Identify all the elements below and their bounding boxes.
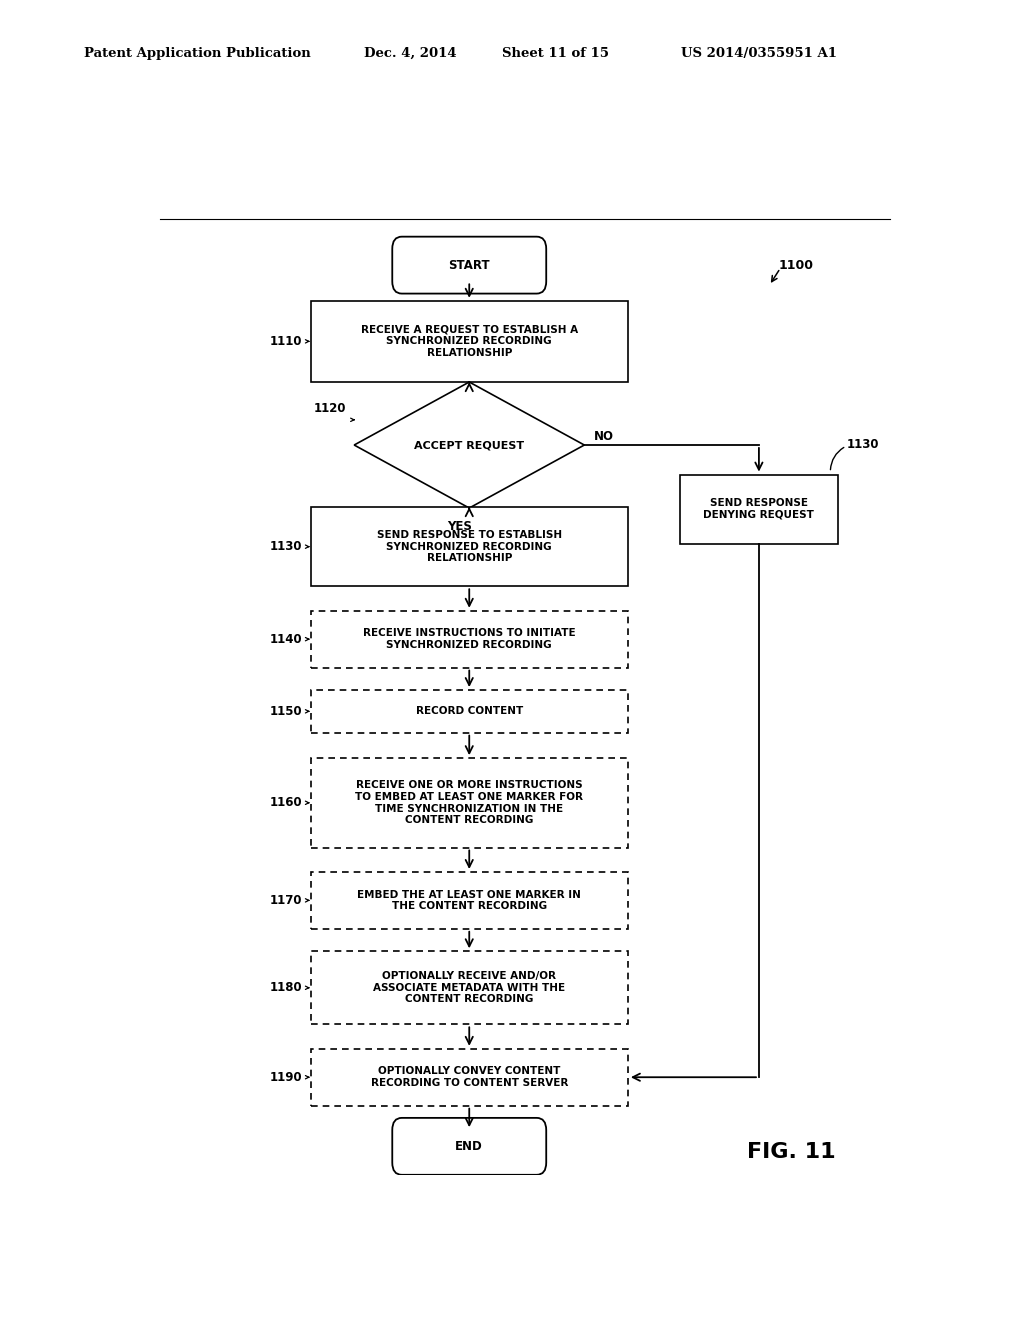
- Text: RECORD CONTENT: RECORD CONTENT: [416, 706, 523, 717]
- Text: END: END: [456, 1140, 483, 1152]
- Text: NO: NO: [594, 430, 613, 444]
- Text: RECEIVE A REQUEST TO ESTABLISH A
SYNCHRONIZED RECORDING
RELATIONSHIP: RECEIVE A REQUEST TO ESTABLISH A SYNCHRO…: [360, 325, 578, 358]
- Text: 1170: 1170: [270, 894, 303, 907]
- Text: OPTIONALLY CONVEY CONTENT
RECORDING TO CONTENT SERVER: OPTIONALLY CONVEY CONTENT RECORDING TO C…: [371, 1067, 568, 1088]
- Text: Dec. 4, 2014: Dec. 4, 2014: [364, 46, 456, 59]
- FancyBboxPatch shape: [310, 1049, 628, 1106]
- Text: Patent Application Publication: Patent Application Publication: [84, 46, 310, 59]
- Text: 1130: 1130: [846, 437, 879, 450]
- Text: 1110: 1110: [270, 335, 303, 348]
- Text: SEND RESPONSE
DENYING REQUEST: SEND RESPONSE DENYING REQUEST: [703, 498, 814, 520]
- Text: RECEIVE INSTRUCTIONS TO INITIATE
SYNCHRONIZED RECORDING: RECEIVE INSTRUCTIONS TO INITIATE SYNCHRO…: [362, 628, 575, 649]
- Text: Sheet 11 of 15: Sheet 11 of 15: [502, 46, 608, 59]
- FancyBboxPatch shape: [310, 690, 628, 733]
- FancyBboxPatch shape: [310, 301, 628, 381]
- FancyBboxPatch shape: [310, 873, 628, 929]
- Text: 1180: 1180: [270, 981, 303, 994]
- Text: ACCEPT REQUEST: ACCEPT REQUEST: [414, 440, 524, 450]
- Text: US 2014/0355951 A1: US 2014/0355951 A1: [681, 46, 837, 59]
- Text: SEND RESPONSE TO ESTABLISH
SYNCHRONIZED RECORDING
RELATIONSHIP: SEND RESPONSE TO ESTABLISH SYNCHRONIZED …: [377, 531, 562, 564]
- Text: OPTIONALLY RECEIVE AND/OR
ASSOCIATE METADATA WITH THE
CONTENT RECORDING: OPTIONALLY RECEIVE AND/OR ASSOCIATE META…: [373, 972, 565, 1005]
- FancyBboxPatch shape: [392, 1118, 546, 1175]
- Text: 1120: 1120: [313, 401, 346, 414]
- FancyBboxPatch shape: [680, 474, 839, 544]
- Text: 1190: 1190: [270, 1071, 303, 1084]
- Text: YES: YES: [447, 520, 472, 533]
- Text: FIG. 11: FIG. 11: [748, 1142, 836, 1163]
- Text: 1160: 1160: [270, 796, 303, 809]
- Text: EMBED THE AT LEAST ONE MARKER IN
THE CONTENT RECORDING: EMBED THE AT LEAST ONE MARKER IN THE CON…: [357, 890, 582, 911]
- Polygon shape: [354, 381, 585, 508]
- FancyBboxPatch shape: [310, 611, 628, 668]
- Text: START: START: [449, 259, 490, 272]
- Text: 1150: 1150: [270, 705, 303, 718]
- FancyBboxPatch shape: [310, 952, 628, 1024]
- FancyBboxPatch shape: [310, 758, 628, 847]
- FancyBboxPatch shape: [310, 507, 628, 586]
- Text: 1140: 1140: [270, 632, 303, 645]
- FancyBboxPatch shape: [392, 236, 546, 293]
- Text: 1130: 1130: [270, 540, 303, 553]
- Text: RECEIVE ONE OR MORE INSTRUCTIONS
TO EMBED AT LEAST ONE MARKER FOR
TIME SYNCHRONI: RECEIVE ONE OR MORE INSTRUCTIONS TO EMBE…: [355, 780, 584, 825]
- Text: 1100: 1100: [778, 259, 814, 272]
